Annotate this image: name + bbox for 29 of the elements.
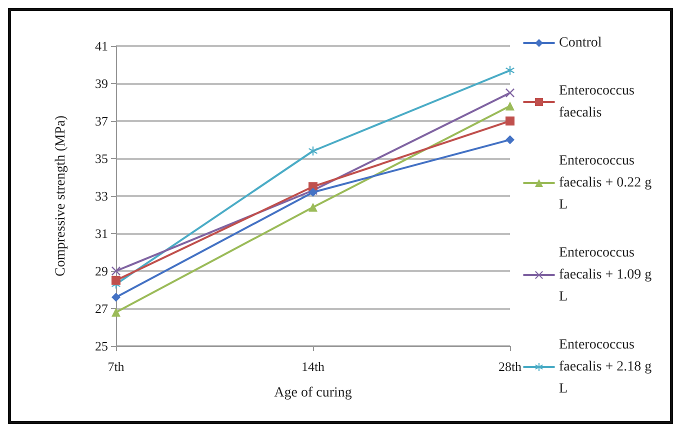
legend-label: Enterococcus faecalis: [559, 84, 638, 120]
point: [506, 66, 514, 75]
point: [112, 292, 120, 302]
point: [506, 116, 514, 126]
y-tick-label: 27: [95, 301, 108, 316]
y-axis-title: Compressive strength (MPa): [54, 115, 68, 276]
y-tick-label: 33: [95, 188, 108, 204]
point: [112, 276, 120, 285]
x-tick-label: 28th: [498, 359, 522, 374]
y-tick-label: 39: [95, 76, 108, 91]
x-tick-label: 14th: [301, 359, 326, 374]
x-axis-title: Age of curing: [274, 386, 352, 400]
point: [308, 202, 318, 212]
legend-label: Enterococcus faecalis + 1.09 g L: [559, 246, 656, 304]
x-tick-label: 7th: [108, 359, 125, 374]
point: [506, 88, 514, 98]
legend-label: Enterococcus faecalis + 2.18 g L: [559, 338, 656, 396]
point: [506, 102, 514, 110]
y-tick-label: 25: [95, 338, 108, 354]
y-tick-label: 37: [95, 114, 108, 128]
point: [506, 135, 514, 144]
y-tick-label: 31: [95, 226, 108, 241]
point: [112, 308, 120, 317]
legend-label: Control: [559, 36, 602, 50]
legend-label: Enterococcus faecalis + 0.22 g L: [559, 154, 656, 212]
y-tick-label: 35: [95, 151, 108, 166]
y-tick-label: 41: [95, 38, 108, 54]
y-tick-label: 29: [95, 264, 108, 278]
point: [308, 146, 318, 156]
